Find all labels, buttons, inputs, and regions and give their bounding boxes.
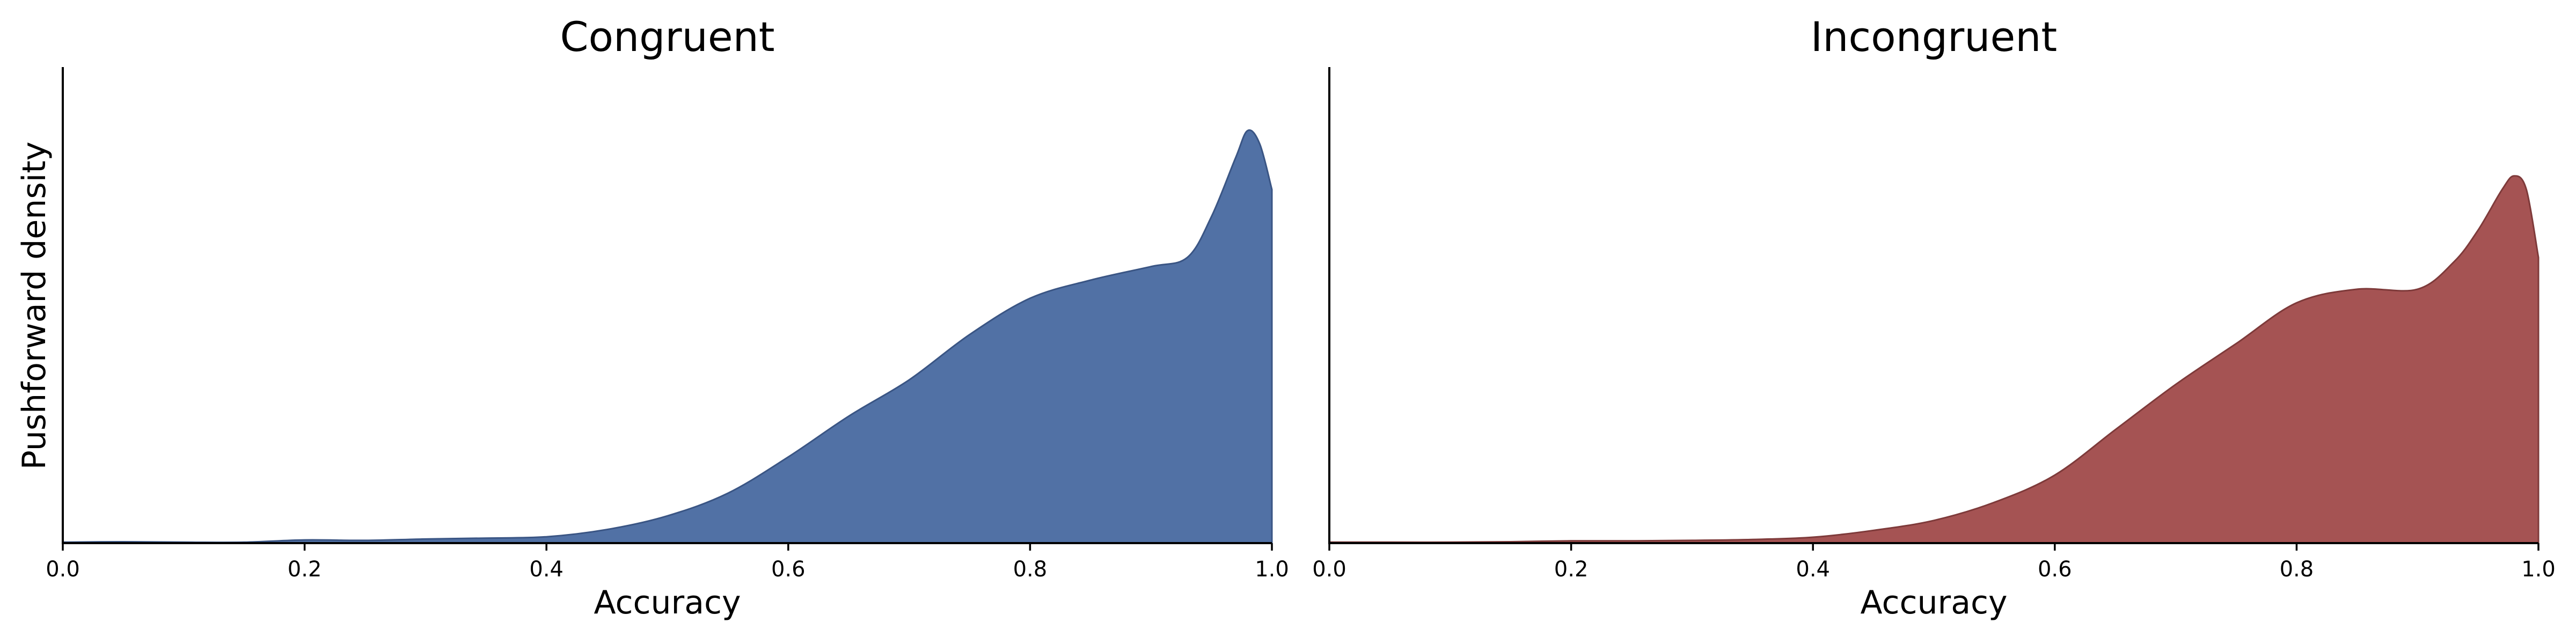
panel-congruent: Congruent 0.0 0.2 0.4 0.6 0.8 1.0 Accuracy Pushf… bbox=[16, 13, 1289, 621]
y-axis-label: Pushforward density bbox=[16, 142, 53, 470]
x-tick-label: 0.0 bbox=[1312, 557, 1346, 582]
x-tick-label: 0.8 bbox=[2280, 557, 2314, 582]
x-tick-label: 0.0 bbox=[46, 557, 80, 582]
panel-incongruent: Incongruent 0.0 0.2 0.4 0.6 0.8 1.0 Accuracy bbox=[1312, 13, 2556, 621]
x-axis-label: Accuracy bbox=[1861, 584, 2008, 621]
chart-title: Incongruent bbox=[1811, 13, 2057, 61]
x-axis-label: Accuracy bbox=[594, 584, 741, 621]
x-tick-label: 1.0 bbox=[2521, 557, 2556, 582]
chart-title: Congruent bbox=[560, 13, 774, 61]
x-tick-label: 0.4 bbox=[529, 557, 564, 582]
density-area-series-0 bbox=[1328, 175, 2540, 544]
x-tick-label: 1.0 bbox=[1255, 557, 1289, 582]
x-tick-label: 0.6 bbox=[2038, 557, 2072, 582]
x-tick-label: 0.8 bbox=[1013, 557, 1048, 582]
x-tick-label: 0.6 bbox=[771, 557, 806, 582]
density-area-series-0 bbox=[62, 129, 1273, 544]
x-tick-label: 0.4 bbox=[1796, 557, 1830, 582]
x-tick-label: 0.2 bbox=[1554, 557, 1589, 582]
x-tick-label: 0.2 bbox=[288, 557, 322, 582]
